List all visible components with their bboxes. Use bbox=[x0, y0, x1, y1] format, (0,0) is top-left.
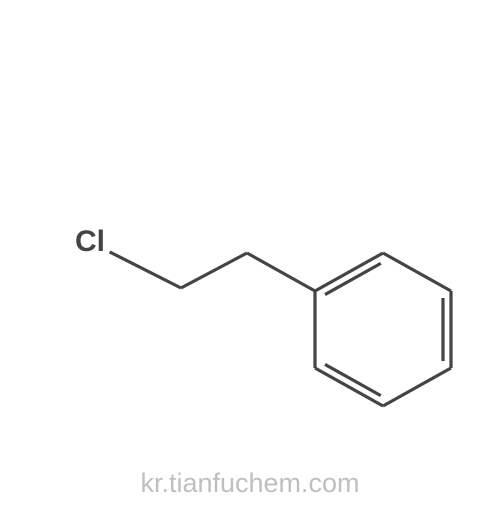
watermark-text: kr.tianfuchem.com bbox=[140, 468, 359, 499]
bond-line bbox=[383, 368, 451, 406]
bond-line bbox=[315, 368, 383, 406]
chemical-structure-canvas: Cl bbox=[0, 0, 500, 500]
bond-line bbox=[181, 253, 247, 288]
bond-line bbox=[247, 253, 315, 291]
bond-line bbox=[315, 253, 383, 291]
bond-line bbox=[110, 252, 181, 288]
atom-label-cl: Cl bbox=[75, 225, 105, 259]
bond-line bbox=[383, 253, 451, 291]
